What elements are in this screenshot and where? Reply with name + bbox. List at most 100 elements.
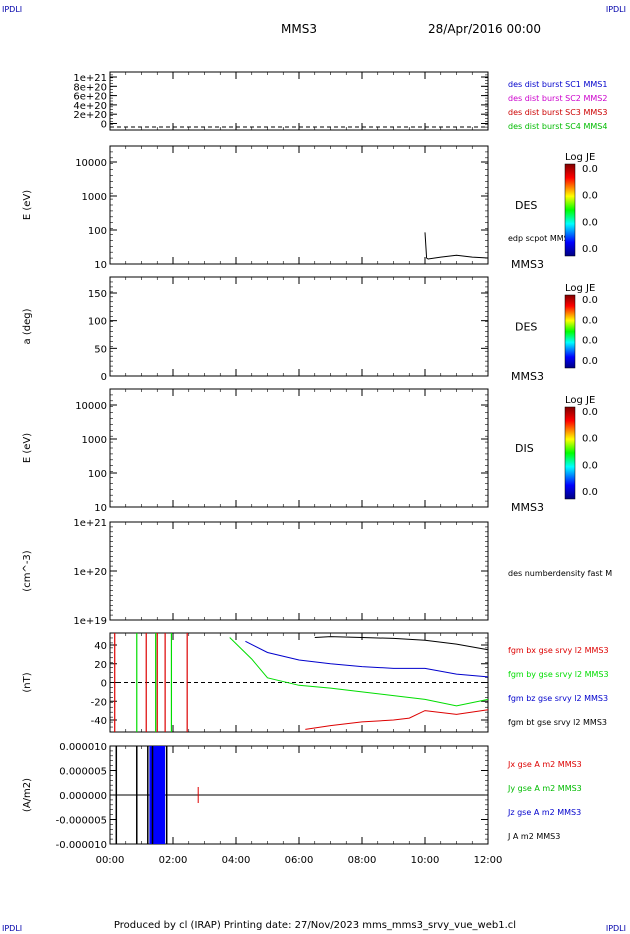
panel-label-3: DES [515, 321, 537, 334]
colorbar-title: Log JE [565, 395, 595, 406]
y-tick-label: 6e+20 [73, 92, 107, 103]
y-tick-label: 1e+20 [73, 567, 107, 578]
colorbar-tick-label: 0.0 [582, 191, 598, 202]
colorbar [564, 163, 576, 257]
y-axis-label-6: (nT) [22, 672, 33, 692]
datetime-title: 28/Apr/2016 00:00 [428, 22, 542, 36]
field-series-bx [305, 709, 489, 730]
y-tick-label: 1000 [82, 192, 107, 203]
y-tick-label: 20 [94, 660, 107, 671]
y-axis-label-3: a (deg) [22, 308, 33, 344]
colorbar-tick-label: 0.0 [582, 244, 598, 255]
colorbar-tick-label: 0.0 [582, 217, 598, 228]
panel-sublabel-4: MMS3 [511, 501, 544, 514]
y-tick-label: 0 [101, 679, 107, 690]
panel-frame-3 [109, 276, 489, 377]
legend-entry: des dist burst SC2 MMS2 [508, 94, 607, 103]
x-tick-label: 12:00 [474, 855, 503, 866]
panel-frame-1 [109, 71, 489, 131]
x-tick-label: 00:00 [96, 855, 125, 866]
spacecraft-title: MMS3 [281, 22, 317, 36]
corner-label-bl: IPDLI [2, 924, 23, 933]
colorbar-tick-label: 0.0 [582, 295, 598, 306]
y-tick-label: 100 [88, 226, 107, 237]
y-tick-label: 0 [101, 120, 107, 131]
legend-entry: fgm bz gse srvy l2 MMS3 [508, 694, 608, 703]
legend-entry: des dist burst SC3 MMS3 [508, 108, 607, 117]
footer-credit: Produced by cl (IRAP) Printing date: 27/… [113, 920, 517, 931]
y-axis-label-2: E (eV) [22, 190, 33, 220]
panel-label-5: des numberdensity fast M [508, 569, 612, 578]
corner-label-tl: IPDLI [2, 5, 23, 14]
colorbar [564, 294, 576, 369]
x-tick-label: 02:00 [159, 855, 188, 866]
field-series-bt [314, 636, 489, 651]
y-axis-label-4: E (eV) [22, 433, 33, 463]
current-burst-block [149, 746, 166, 844]
y-tick-label: 10000 [75, 158, 107, 169]
y-tick-label: 10 [94, 260, 107, 271]
colorbar-tick-label: 0.0 [582, 460, 598, 471]
panel-sublabel-3: MMS3 [511, 370, 544, 383]
y-tick-label: 100 [88, 317, 107, 328]
y-tick-label: 10 [94, 503, 107, 514]
y-axis-label-5: (cm^-3) [22, 550, 33, 591]
colorbar-tick-label: 0.0 [582, 356, 598, 367]
y-tick-label: 8e+20 [73, 82, 107, 93]
y-tick-label: 0.000010 [59, 742, 107, 753]
legend-entry: fgm bx gse srvy l2 MMS3 [508, 646, 609, 655]
y-tick-label: -0.000005 [56, 816, 107, 827]
y-tick-label: 1e+21 [73, 518, 107, 529]
panel-label-2: DES [515, 199, 537, 212]
colorbar-tick-label: 0.0 [582, 434, 598, 445]
y-axis-label-7: (A/m2) [22, 778, 33, 812]
legend-entry: Jx gse A m2 MMS3 [507, 760, 582, 769]
y-tick-label: 0 [101, 372, 107, 383]
overlay-label: edp scpot MMS3 [508, 234, 574, 243]
y-tick-label: -0.000010 [56, 840, 107, 851]
field-series-bz [245, 640, 489, 678]
legend-entry: des dist burst SC4 MMS4 [508, 122, 607, 131]
colorbar-tick-label: 0.0 [582, 336, 598, 347]
colorbar-title: Log JE [565, 283, 595, 294]
y-tick-label: 100 [88, 469, 107, 480]
panel-frame-4 [109, 388, 489, 508]
legend-entry: Jz gse A m2 MMS3 [507, 808, 581, 817]
colorbar-tick-label: 0.0 [582, 315, 598, 326]
legend-entry: J A m2 MMS3 [507, 832, 560, 841]
y-tick-label: 40 [94, 641, 107, 652]
y-tick-label: 10000 [75, 401, 107, 412]
colorbar-tick-label: 0.0 [582, 164, 598, 175]
panel-label-4: DIS [515, 442, 534, 455]
y-tick-label: 0.000005 [59, 767, 107, 778]
colorbar-title: Log JE [565, 152, 595, 163]
y-tick-label: 2e+20 [73, 110, 107, 121]
corner-label-tr: IPDLI [605, 5, 626, 14]
legend-entry: fgm bt gse srvy l2 MMS3 [508, 718, 607, 727]
legend-entry: fgm by gse srvy l2 MMS3 [508, 670, 609, 679]
corner-label-br: IPDLI [605, 924, 626, 933]
legend-entry: Jy gse A m2 MMS3 [507, 784, 582, 793]
colorbar-tick-label: 0.0 [582, 407, 598, 418]
y-tick-label: 150 [88, 289, 107, 300]
field-series-by [229, 637, 489, 707]
legend-entry: des dist burst SC1 MMS1 [508, 80, 607, 89]
y-tick-label: -40 [91, 716, 107, 727]
y-tick-label: 1e+21 [73, 73, 107, 84]
x-tick-label: 10:00 [411, 855, 440, 866]
x-tick-label: 04:00 [222, 855, 251, 866]
y-tick-label: 0.000000 [59, 791, 107, 802]
colorbar [564, 406, 576, 500]
panel-frame-5 [109, 521, 489, 621]
scpot-line [424, 232, 489, 260]
x-tick-label: 06:00 [285, 855, 314, 866]
y-tick-label: -20 [91, 697, 107, 708]
y-tick-label: 1000 [82, 435, 107, 446]
y-tick-label: 50 [94, 344, 107, 355]
x-tick-label: 08:00 [348, 855, 377, 866]
y-tick-label: 4e+20 [73, 101, 107, 112]
y-tick-label: 1e+19 [73, 616, 107, 627]
panel-sublabel-2: MMS3 [511, 258, 544, 271]
panel-frame-2 [109, 145, 489, 265]
